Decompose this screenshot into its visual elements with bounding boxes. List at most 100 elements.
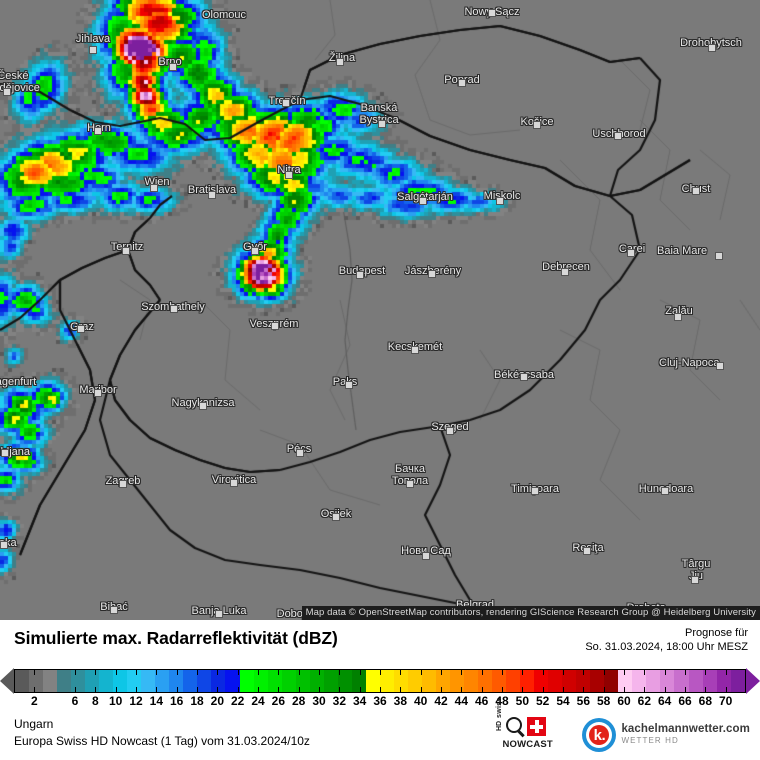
colorbar-tick bbox=[522, 687, 524, 693]
colorbar-tick bbox=[380, 687, 381, 693]
colorbar-swatch bbox=[281, 670, 296, 692]
colorbar-tick bbox=[603, 669, 605, 675]
colorbar-tick bbox=[644, 687, 646, 693]
city-marker bbox=[446, 427, 454, 435]
colorbar-swatch bbox=[169, 670, 184, 692]
colorbar-swatch bbox=[323, 670, 338, 692]
city-marker bbox=[332, 513, 340, 521]
colorbar-swatch bbox=[534, 670, 549, 692]
colorbar-swatch bbox=[618, 670, 633, 692]
city-marker bbox=[230, 479, 238, 487]
colorbar-tick bbox=[339, 669, 341, 675]
colorbar-tick bbox=[258, 669, 259, 675]
colorbar-swatch bbox=[15, 670, 30, 692]
colorbar-tick bbox=[420, 669, 422, 675]
colorbar-tick-label: 40 bbox=[413, 694, 428, 708]
colorbar-tick bbox=[400, 669, 402, 675]
colorbar-swatch bbox=[688, 670, 703, 692]
colorbar-tick bbox=[603, 687, 605, 693]
model-run-line: Europa Swiss HD Nowcast (1 Tag) vom 31.0… bbox=[14, 734, 310, 748]
colorbar-tick bbox=[217, 687, 219, 693]
colorbar-tick bbox=[115, 687, 117, 693]
city-marker bbox=[89, 46, 97, 54]
colorbar-tick-label: 54 bbox=[556, 694, 570, 708]
colorbar-swatch bbox=[660, 670, 675, 692]
city-marker bbox=[627, 249, 635, 257]
colorbar-tick bbox=[461, 687, 463, 693]
kachelmann-k-icon: k. bbox=[582, 718, 617, 752]
colorbar-swatch bbox=[29, 670, 44, 692]
colorbar-tick-label: 64 bbox=[657, 694, 672, 708]
city-marker bbox=[110, 606, 118, 614]
colorbar-swatch bbox=[85, 670, 100, 692]
colorbar-swatch bbox=[632, 670, 647, 692]
colorbar-swatch bbox=[590, 670, 605, 692]
colorbar-tick-label: 28 bbox=[291, 694, 306, 708]
city-marker bbox=[336, 58, 344, 66]
colorbar-tick bbox=[705, 669, 707, 675]
colorbar-swatch bbox=[435, 670, 450, 692]
colorbar-tick-label: 56 bbox=[576, 694, 591, 708]
colorbar-swatch bbox=[604, 670, 619, 692]
colorbar-tick bbox=[461, 669, 463, 675]
city-marker bbox=[169, 63, 177, 71]
colorbar-tick bbox=[664, 669, 666, 675]
colorbar-tick bbox=[705, 687, 707, 693]
colorbar-swatch bbox=[520, 670, 535, 692]
colorbar-tick-label: 16 bbox=[169, 694, 184, 708]
colorbar-swatch bbox=[197, 670, 212, 692]
colorbar-tick-label: 20 bbox=[210, 694, 225, 708]
colorbar-tick-label: 12 bbox=[129, 694, 143, 708]
colorbar-ticks bbox=[14, 669, 746, 693]
colorbar-swatch bbox=[365, 670, 380, 692]
city-marker bbox=[691, 576, 699, 584]
colorbar-tick bbox=[725, 669, 727, 675]
colorbar-swatch bbox=[464, 670, 479, 692]
radar-map-canvas[interactable] bbox=[0, 0, 760, 620]
city-marker bbox=[708, 44, 716, 52]
kachelmann-wordmark: kachelmannwetter.com WETTER HD bbox=[621, 723, 750, 747]
hd-word-label: HD bbox=[496, 720, 504, 731]
colorbar-swatch bbox=[267, 670, 282, 692]
kachelmann-domain: kachelmannwetter.com bbox=[621, 723, 750, 735]
page-title: Simulierte max. Radarreflektivität (dBZ) bbox=[14, 628, 338, 648]
colorbar-tick bbox=[95, 669, 97, 675]
colorbar-tick-label: 62 bbox=[637, 694, 652, 708]
colorbar-tick bbox=[34, 687, 36, 693]
colorbar-swatch bbox=[407, 670, 422, 692]
colorbar-tick bbox=[380, 669, 381, 675]
colorbar-tick bbox=[298, 669, 300, 675]
colorbar-swatch bbox=[478, 670, 493, 692]
colorbar-tick bbox=[237, 687, 239, 693]
colorbar-tick-label: 10 bbox=[108, 694, 123, 708]
kachelmann-tagline: WETTER HD bbox=[621, 736, 679, 745]
kachelmann-k-glyph: k. bbox=[593, 726, 606, 744]
city-marker bbox=[208, 191, 216, 199]
colorbar-tick-label: 38 bbox=[393, 694, 408, 708]
colorbar-swatch bbox=[421, 670, 436, 692]
colorbar-tick bbox=[522, 669, 524, 675]
colorbar-tick bbox=[420, 687, 422, 693]
colorbar-tick-label: 8 bbox=[91, 694, 99, 708]
kachelmannwetter-logo[interactable]: k. kachelmannwetter.com WETTER HD bbox=[582, 718, 750, 752]
city-marker bbox=[531, 487, 539, 495]
city-marker bbox=[271, 322, 279, 330]
colorbar-tick bbox=[563, 669, 564, 675]
colorbar-swatch bbox=[492, 670, 507, 692]
colorbar-tick bbox=[359, 687, 361, 693]
colorbar-tick-label: 22 bbox=[230, 694, 245, 708]
colorbar-tick-label: 60 bbox=[617, 694, 631, 708]
colorbar-tick bbox=[441, 687, 442, 693]
city-marker bbox=[285, 171, 293, 179]
city-marker bbox=[345, 381, 353, 389]
map-attribution: Map data © OpenStreetMap contributors, r… bbox=[301, 606, 760, 620]
city-marker bbox=[614, 132, 622, 140]
city-marker bbox=[411, 346, 419, 354]
magnifier-icon bbox=[506, 717, 523, 733]
region-name: Ungarn bbox=[14, 717, 54, 731]
colorbar-tick bbox=[34, 669, 36, 675]
colorbar-tick bbox=[685, 669, 686, 675]
city-marker bbox=[422, 552, 430, 560]
city-marker bbox=[520, 373, 528, 381]
